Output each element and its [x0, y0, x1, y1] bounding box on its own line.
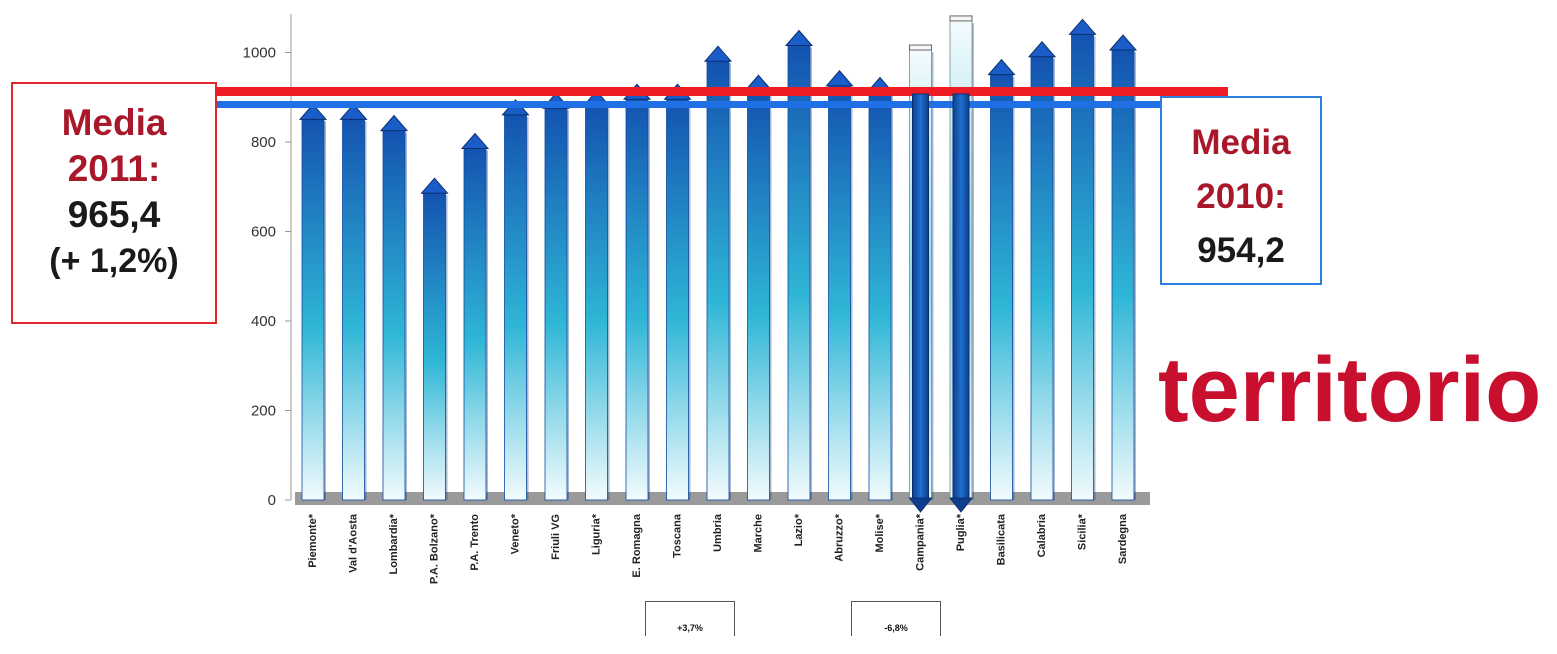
- bar-cap: [784, 29, 814, 47]
- bar-13: [784, 29, 814, 501]
- bar-body: [463, 146, 487, 501]
- territorio-heading: territorio: [1158, 339, 1542, 441]
- category-label: P.A. Bolzano*: [428, 513, 440, 584]
- bar-21: [1108, 34, 1138, 501]
- bar-1: [298, 103, 328, 501]
- y-tick-label: 1000: [243, 45, 276, 62]
- category-label: Marche: [752, 514, 764, 553]
- bar-10: [663, 83, 692, 501]
- bar-body: [787, 43, 811, 501]
- bar-body: [666, 96, 689, 501]
- bar-body: [706, 58, 730, 501]
- arrow-head: [908, 497, 933, 513]
- bar-body: [382, 128, 406, 501]
- bar-body: [301, 116, 325, 501]
- bar-cap: [1108, 34, 1138, 51]
- y-tick-label: 600: [251, 224, 276, 241]
- bar-body: [990, 72, 1013, 501]
- y-tick-label: 200: [251, 403, 276, 420]
- media-2011-line: [183, 86, 1228, 96]
- category-label: Piemonte*: [307, 513, 319, 568]
- pct-change-callout-2: -6,8%: [851, 601, 941, 636]
- bar-20: [1068, 18, 1097, 501]
- media-2010-year: 2010:: [1196, 177, 1286, 216]
- bar-body: [828, 83, 851, 501]
- bar-chart: 0 200 400 600 800 1000 Piemonte* Val d'Aosta Lo…: [183, 14, 1228, 584]
- category-label: Umbria: [712, 513, 724, 552]
- category-label: Abruzzo*: [833, 513, 845, 561]
- bar-cap: [460, 132, 490, 149]
- category-label: Calabria: [1036, 513, 1048, 557]
- highlight-arrow: [908, 93, 933, 513]
- category-label: Lombardia*: [388, 513, 400, 574]
- arrow-shaft: [912, 93, 929, 501]
- category-label: Molise*: [874, 513, 886, 552]
- bar-cap: [298, 103, 328, 120]
- category-label: Campania*: [914, 513, 926, 571]
- bar-cap: [420, 177, 449, 194]
- bar-7: [541, 92, 571, 501]
- y-tick-label: 400: [251, 313, 276, 330]
- bar-cap: [987, 58, 1016, 76]
- media-2010-box: Media 2010: 954,2: [1160, 96, 1322, 285]
- bar-cap: [703, 45, 733, 62]
- bar-3: [379, 114, 409, 501]
- category-label: Basilicata: [995, 513, 1007, 565]
- category-label: Puglia*: [955, 513, 967, 551]
- bar-body: [423, 190, 446, 501]
- media-2011-label: Media: [61, 102, 167, 143]
- bar-12: [744, 74, 773, 501]
- media-2011-change: (+ 1,2%): [49, 242, 179, 280]
- media-2011-year: 2011:: [67, 148, 161, 189]
- media-2010-label: Media: [1191, 123, 1291, 162]
- category-label: Veneto*: [509, 513, 521, 554]
- bar-cap: [379, 114, 409, 132]
- bar-body: [544, 105, 568, 501]
- category-label: Liguria*: [590, 513, 602, 555]
- category-label: Sicilia*: [1076, 513, 1088, 550]
- bar-body: [625, 96, 649, 501]
- bar-4: [420, 177, 449, 501]
- bar-cap: [909, 44, 932, 51]
- bar-cap: [1027, 40, 1057, 58]
- bar-cap: [825, 70, 854, 87]
- arrow-head: [948, 497, 974, 513]
- bar-body: [1030, 54, 1054, 501]
- pct-change-callout-1: +3,7%: [645, 601, 735, 636]
- category-label: E. Romagna: [631, 513, 643, 577]
- media-2010-line: [183, 100, 1228, 108]
- bar-9: [622, 83, 652, 501]
- arrow-shaft: [952, 93, 970, 501]
- highlight-arrow: [948, 93, 974, 513]
- category-label: Toscana: [671, 513, 683, 558]
- bar-14: [825, 70, 854, 501]
- y-tick-label: 800: [251, 134, 276, 151]
- bar-body: [342, 116, 365, 501]
- bar-body: [747, 87, 770, 501]
- category-label: Lazio*: [793, 513, 805, 546]
- bar-body: [868, 90, 892, 501]
- bar-cap: [1068, 18, 1097, 35]
- bar-11: [703, 45, 733, 501]
- bar-19: [1027, 40, 1057, 501]
- bar-body: [1111, 47, 1135, 501]
- bar-8: [582, 90, 611, 501]
- bar-cap: [949, 15, 973, 22]
- bar-15: [865, 76, 895, 501]
- bar-6: [501, 99, 530, 501]
- bar-body: [585, 103, 608, 501]
- bar-2: [339, 103, 368, 501]
- media-2010-value: 954,2: [1197, 231, 1285, 270]
- bar-18: [987, 58, 1016, 501]
- category-label: Sardegna: [1117, 513, 1129, 564]
- media-2011-box: Media 2011: 965,4 (+ 1,2%): [11, 82, 217, 324]
- bar-body: [504, 112, 527, 501]
- media-2011-value: 965,4: [67, 194, 161, 235]
- bar-5: [460, 132, 490, 501]
- category-label: Val d'Aosta: [347, 513, 359, 573]
- bar-cap: [339, 103, 368, 120]
- category-label: P.A. Trento: [469, 514, 481, 571]
- y-tick-label: 0: [268, 492, 276, 509]
- category-label: Friuli VG: [550, 514, 562, 560]
